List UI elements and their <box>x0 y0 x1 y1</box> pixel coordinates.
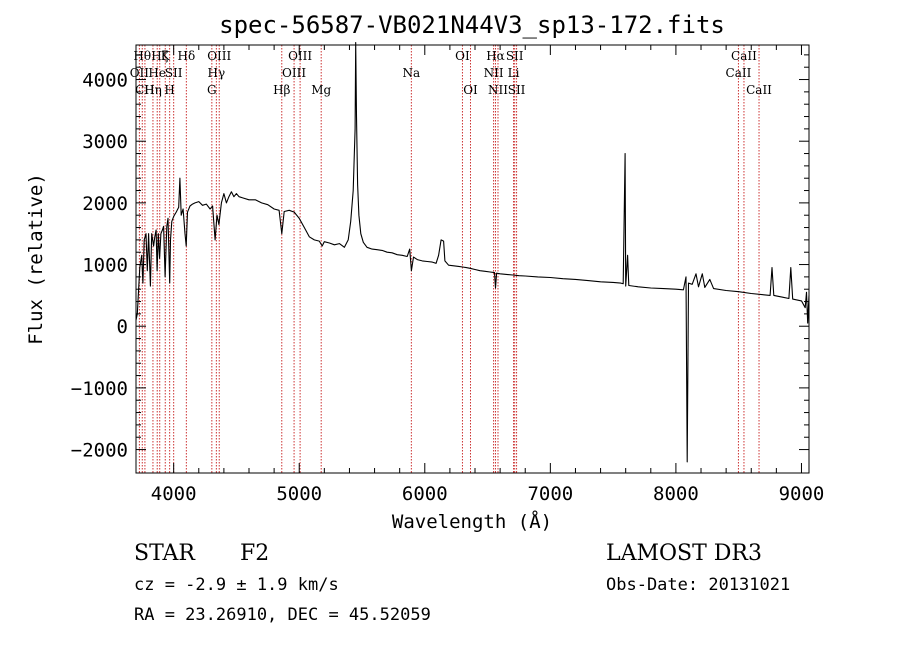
line-marker-label-20: NII <box>484 66 504 80</box>
line-marker-label-22: NII <box>488 83 508 97</box>
y-tick-label: −2000 <box>71 440 128 462</box>
y-axis: −2000 −1000 0 1000 2000 3000 4000 <box>71 54 809 462</box>
y-tick-label: 2000 <box>82 193 128 215</box>
line-marker-label-5: Hζ <box>151 49 168 63</box>
y-tick-label: 3000 <box>82 131 128 153</box>
object-subclass: F2 <box>240 541 269 566</box>
line-marker-label-18: OI <box>455 49 470 63</box>
y-tick-label: −1000 <box>71 378 128 400</box>
line-marker-label-9: Hδ <box>177 49 195 63</box>
line-marker-label-27: CaII <box>731 49 757 63</box>
line-marker-label-4: He <box>148 66 166 80</box>
x-tick-label: 8000 <box>653 483 699 505</box>
line-marker-label-1: Hθ <box>133 49 151 63</box>
line-marker-label-26: CaII <box>726 66 752 80</box>
line-marker-label-6: K <box>161 49 171 63</box>
spectrum-series <box>135 41 810 463</box>
line-marker-label-15: OIII <box>288 49 312 63</box>
line-marker-label-19: OI <box>463 83 478 97</box>
y-tick-label: 4000 <box>82 70 128 92</box>
line-marker-label-24: SII <box>506 49 524 63</box>
x-axis-label: Wavelength (Å) <box>392 510 552 533</box>
line-marker-label-3: Hη <box>144 83 162 97</box>
line-marker-label-2: CH <box>135 83 155 97</box>
y-axis-label: Flux (relative) <box>25 173 47 345</box>
x-tick-label: 7000 <box>527 483 573 505</box>
line-marker-label-11: Hγ <box>208 66 226 80</box>
spectrum-line-0 <box>135 41 810 463</box>
y-tick-label: 0 <box>117 316 128 338</box>
line-marker-label-16: Mg <box>311 83 331 97</box>
line-marker-label-17: Na <box>403 66 421 80</box>
line-marker-label-14: OIII <box>282 66 306 80</box>
line-marker-label-28: CaII <box>746 83 772 97</box>
line-marker-label-25: SII <box>508 83 526 97</box>
x-tick-label: 5000 <box>276 483 322 505</box>
line-marker-label-13: Hβ <box>273 83 290 97</box>
line-marker-label-0: OII <box>130 66 150 80</box>
ra-dec: RA = 23.26910, DEC = 45.52059 <box>134 605 431 625</box>
x-tick-label: 6000 <box>402 483 448 505</box>
survey-name: LAMOST DR3 <box>606 541 762 566</box>
line-markers <box>138 45 760 473</box>
y-tick-label: 1000 <box>82 255 128 277</box>
object-class: STAR <box>134 541 196 566</box>
chart-title: spec-56587-VB021N44V3_sp13-172.fits <box>219 11 725 39</box>
line-marker-label-10: G <box>207 83 217 97</box>
line-marker-label-12: OIII <box>207 49 231 63</box>
line-marker-label-7: H <box>164 83 174 97</box>
obs-date: Obs-Date: 20131021 <box>606 575 790 595</box>
cz-value: cz = -2.9 ± 1.9 km/s <box>134 575 339 595</box>
x-tick-label: 9000 <box>779 483 825 505</box>
plot-frame <box>135 44 810 474</box>
x-tick-label: 4000 <box>151 483 197 505</box>
line-marker-label-8: SII <box>165 66 183 80</box>
x-axis: 4000 5000 6000 7000 8000 9000 <box>151 45 825 505</box>
line-marker-label-23: Li <box>508 66 520 80</box>
line-marker-label-21: Hα <box>486 49 505 63</box>
